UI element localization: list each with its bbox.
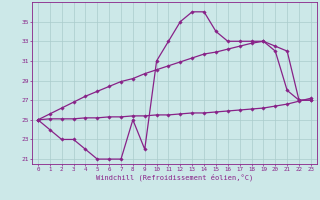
X-axis label: Windchill (Refroidissement éolien,°C): Windchill (Refroidissement éolien,°C) bbox=[96, 174, 253, 181]
